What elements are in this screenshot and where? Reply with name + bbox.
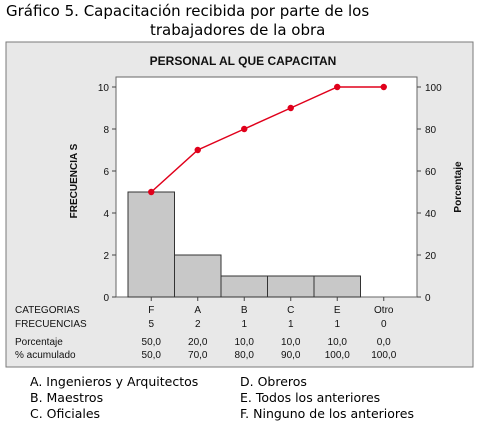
table-row-label: Porcentaje xyxy=(15,337,63,348)
table-cell: Otro xyxy=(374,305,394,316)
legend-item-e: E. Todos los anteriores xyxy=(240,390,381,405)
y-left-tick-label: 8 xyxy=(103,125,109,136)
legend-item-b: B. Maestros xyxy=(30,390,104,405)
table-cell: 20,0 xyxy=(188,337,208,348)
table-cell: 70,0 xyxy=(188,350,208,361)
cumulative-line xyxy=(150,86,384,193)
table-cell: 0,0 xyxy=(377,337,391,348)
y-left-tick-label: 0 xyxy=(103,293,109,304)
x-axis-ticks xyxy=(150,297,385,301)
table-cell: F xyxy=(148,305,154,316)
cumulative-point xyxy=(334,83,341,91)
table-cell: 10,0 xyxy=(328,337,348,348)
cumulative-point xyxy=(380,83,387,91)
table-cell: 1 xyxy=(288,319,294,330)
table-cell: 2 xyxy=(195,319,201,330)
y-left-tick-label: 6 xyxy=(103,167,109,178)
y-axis-left-label: FRECUENCIA S xyxy=(69,143,80,218)
y-right-tick-label: 60 xyxy=(425,167,437,178)
y-axis-right: 0 20 40 60 80 100 xyxy=(417,83,442,304)
table-cell: 10,0 xyxy=(235,337,255,348)
table-cell: 80,0 xyxy=(235,350,255,361)
table-cell: 100,0 xyxy=(371,350,396,361)
y-right-tick-label: 40 xyxy=(425,209,437,220)
table-cell: B xyxy=(241,305,248,316)
bar xyxy=(174,254,222,298)
y-axis-right-label: Porcentaje xyxy=(453,161,464,213)
table-cell: 5 xyxy=(148,319,154,330)
cumulative-point xyxy=(241,125,248,133)
table-cell: 1 xyxy=(334,319,340,330)
y-axis-left: 0 2 4 6 8 10 xyxy=(98,83,116,304)
y-right-tick-label: 80 xyxy=(425,125,437,136)
cumulative-point xyxy=(194,146,201,154)
legend-item-d: D. Obreros xyxy=(240,374,307,389)
table-cell: C xyxy=(287,305,294,316)
table-row-label: % acumulado xyxy=(15,350,76,361)
legend-item-c: C. Oficiales xyxy=(30,406,101,421)
figure-caption-line2: trabajadores de la obra xyxy=(150,21,326,39)
y-left-tick-label: 2 xyxy=(103,251,109,262)
table-cell: 90,0 xyxy=(281,350,301,361)
chart-title: PERSONAL AL QUE CAPACITAN xyxy=(150,54,337,68)
table-cell: 0 xyxy=(381,319,387,330)
figure-caption-line1: Gráfico 5. Capacitación recibida por par… xyxy=(6,2,370,20)
bar xyxy=(127,191,175,298)
y-left-tick-label: 10 xyxy=(98,83,110,94)
bar xyxy=(267,275,315,298)
table-cell: 1 xyxy=(241,319,247,330)
cumulative-point xyxy=(148,188,155,196)
cumulative-line-series xyxy=(148,83,387,196)
y-right-tick-label: 20 xyxy=(425,251,437,262)
table-cell: 50,0 xyxy=(142,350,162,361)
table-cell: E xyxy=(334,305,341,316)
bars-series xyxy=(127,191,361,298)
legend-item-a: A. Ingenieros y Arquitectos xyxy=(30,374,199,389)
table-cell: A xyxy=(194,305,201,316)
cumulative-point xyxy=(287,104,294,112)
y-left-tick-label: 4 xyxy=(103,209,109,220)
table-cell: 50,0 xyxy=(142,337,162,348)
table-row-label: FRECUENCIAS xyxy=(15,319,87,330)
y-right-tick-label: 100 xyxy=(425,83,442,94)
y-right-tick-label: 0 xyxy=(425,293,431,304)
stats-table: CATEGORIAS FRECUENCIAS Porcentaje % acumula… xyxy=(15,305,397,361)
legend-item-f: F. Ninguno de los anteriores xyxy=(240,406,414,421)
table-cell: 100,0 xyxy=(325,350,350,361)
bar xyxy=(313,275,361,298)
table-row-label: CATEGORIAS xyxy=(15,305,80,316)
bar xyxy=(220,275,268,298)
table-cell: 10,0 xyxy=(281,337,301,348)
